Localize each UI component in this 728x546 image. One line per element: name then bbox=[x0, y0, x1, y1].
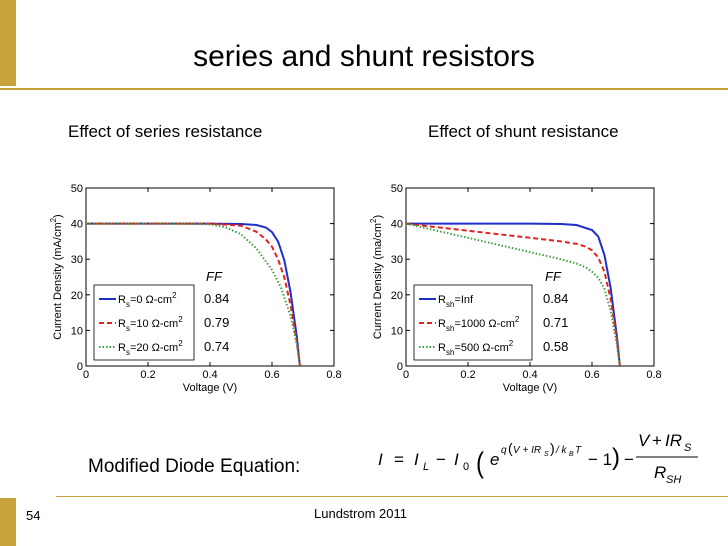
legend-label: Rsh=1000 Ω-cm2 bbox=[438, 315, 520, 333]
x-tick-label: 0.8 bbox=[326, 369, 341, 381]
ff-value: 0.74 bbox=[204, 339, 229, 354]
x-tick-label: 0 bbox=[83, 369, 89, 381]
top-accent-bar bbox=[0, 0, 16, 86]
ff-header: FF bbox=[545, 269, 562, 284]
y-tick-label: 40 bbox=[391, 219, 403, 231]
svg-text:+: + bbox=[652, 431, 662, 450]
svg-text:R: R bbox=[654, 463, 666, 482]
title-underline bbox=[0, 88, 728, 90]
svg-text:): ) bbox=[612, 444, 620, 471]
svg-text:S: S bbox=[684, 442, 692, 454]
y-tick-label: 30 bbox=[71, 254, 83, 266]
x-tick-label: 0.2 bbox=[140, 369, 155, 381]
y-tick-label: 10 bbox=[71, 325, 83, 337]
svg-text:− 1: − 1 bbox=[588, 450, 612, 469]
y-axis-label: Current Density (ma/cm2) bbox=[369, 215, 384, 339]
y-tick-label: 30 bbox=[391, 254, 403, 266]
svg-text:−: − bbox=[624, 450, 634, 469]
svg-text:IR: IR bbox=[665, 431, 682, 450]
ff-value: 0.84 bbox=[204, 291, 229, 306]
x-tick-label: 0.4 bbox=[522, 369, 537, 381]
svg-text:(: ( bbox=[508, 440, 513, 456]
svg-text:T: T bbox=[575, 445, 582, 456]
ff-header: FF bbox=[206, 269, 223, 284]
svg-text:S: S bbox=[544, 451, 549, 458]
legend-label: Rs=10 Ω-cm2 bbox=[118, 315, 183, 333]
chart-1-title: Effect of series resistance bbox=[68, 122, 263, 141]
y-tick-label: 20 bbox=[71, 290, 83, 302]
y-tick-label: 0 bbox=[77, 361, 83, 373]
svg-text:I: I bbox=[414, 450, 419, 469]
svg-text:=: = bbox=[394, 450, 404, 469]
page-number: 54 bbox=[26, 508, 41, 523]
y-tick-label: 20 bbox=[391, 290, 403, 302]
ff-value: 0.71 bbox=[543, 315, 568, 330]
svg-text:I: I bbox=[378, 450, 383, 469]
series-line bbox=[405, 222, 621, 367]
ff-value: 0.84 bbox=[543, 291, 568, 306]
series-resistance-chart: 0 0.2 0.4 0.6 0.8 0 10 20 30 40 50 Voltage (V) Curre… bbox=[49, 183, 342, 394]
chart-2-title: Effect of shunt resistance bbox=[428, 122, 619, 141]
x-tick-label: 0.6 bbox=[584, 369, 599, 381]
footer-rule bbox=[56, 496, 728, 497]
y-tick-label: 50 bbox=[71, 183, 83, 195]
y-tick-label: 40 bbox=[71, 219, 83, 231]
x-tick-label: 0.8 bbox=[646, 369, 661, 381]
y-axis-label: Current Density (mA/cm2) bbox=[49, 214, 64, 339]
y-tick-label: 0 bbox=[397, 361, 403, 373]
svg-text:V: V bbox=[638, 431, 651, 450]
svg-text:SH: SH bbox=[666, 474, 681, 486]
slide-title: series and shunt resistors bbox=[193, 40, 535, 73]
svg-text:(: ( bbox=[476, 446, 484, 479]
svg-text:e: e bbox=[490, 450, 499, 469]
y-tick-label: 50 bbox=[391, 183, 403, 195]
svg-text:V + IR: V + IR bbox=[513, 445, 541, 456]
x-tick-label: 0.6 bbox=[264, 369, 279, 381]
footer-accent-bar bbox=[0, 498, 16, 546]
legend-label: Rsh=500 Ω-cm2 bbox=[438, 339, 514, 357]
svg-text:0: 0 bbox=[463, 461, 469, 473]
y-tick-label: 10 bbox=[391, 325, 403, 337]
x-axis-label: Voltage (V) bbox=[183, 382, 237, 394]
ff-value: 0.79 bbox=[204, 315, 229, 330]
series-line bbox=[406, 222, 621, 367]
equation-label: Modified Diode Equation: bbox=[88, 456, 301, 477]
footer-credit: Lundstrom 2011 bbox=[314, 506, 407, 521]
shunt-resistance-chart: 0 0.2 0.4 0.6 0.8 0 10 20 30 40 50 Voltage (V) Curre… bbox=[369, 183, 662, 394]
svg-text:−: − bbox=[436, 450, 446, 469]
svg-text:B: B bbox=[569, 451, 574, 458]
x-tick-label: 0.2 bbox=[460, 369, 475, 381]
legend-label: Rsh=Inf bbox=[438, 294, 474, 309]
svg-text:I: I bbox=[454, 450, 459, 469]
x-tick-label: 0.4 bbox=[202, 369, 217, 381]
svg-text:L: L bbox=[423, 461, 429, 473]
svg-text:): ) bbox=[550, 440, 555, 456]
legend-label: Rs=20 Ω-cm2 bbox=[118, 339, 183, 357]
ff-value: 0.58 bbox=[543, 339, 568, 354]
legend-label: Rs=0 Ω-cm2 bbox=[118, 291, 177, 309]
x-tick-label: 0 bbox=[403, 369, 409, 381]
svg-text:q: q bbox=[501, 445, 507, 456]
x-axis-label: Voltage (V) bbox=[503, 382, 557, 394]
svg-text:/ k: / k bbox=[555, 445, 568, 456]
